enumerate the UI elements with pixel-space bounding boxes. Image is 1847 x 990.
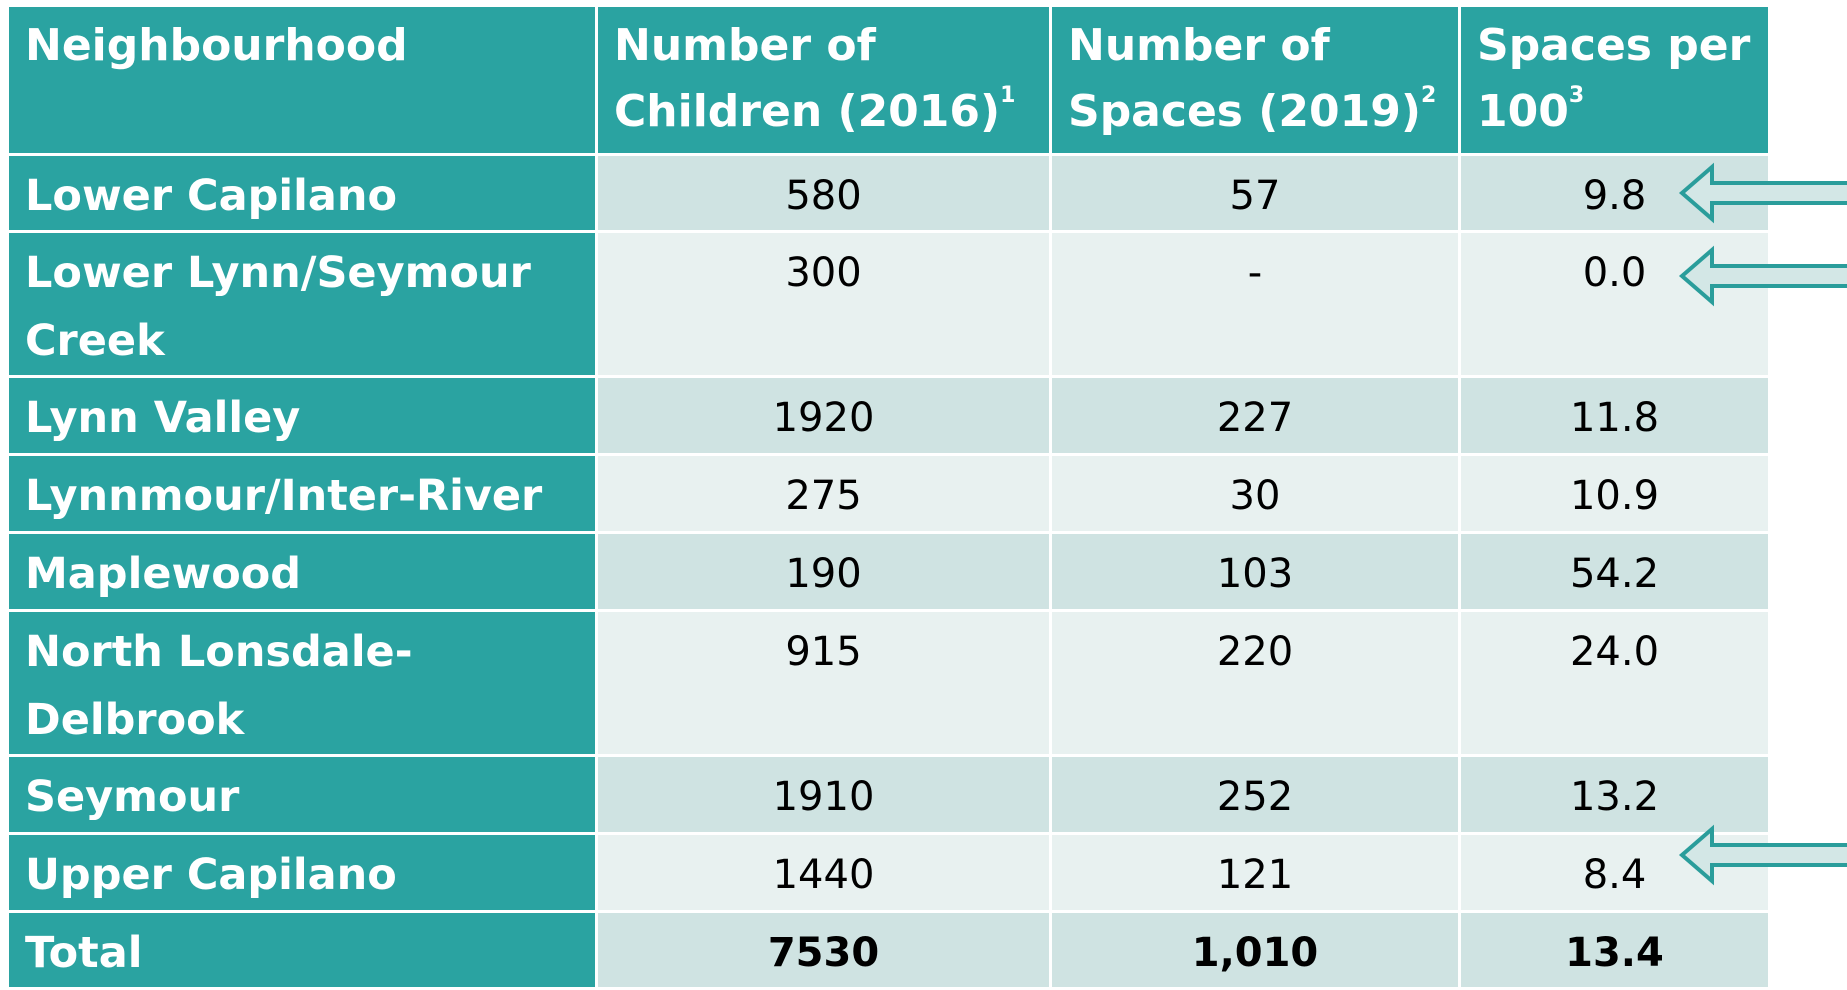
row-label: Maplewood <box>9 534 595 609</box>
header-text: Spaces per 100 <box>1477 20 1751 137</box>
row-label: Lynn Valley <box>9 378 595 453</box>
table-row: Lynnmour/Inter-River 275 30 10.9 <box>9 456 1768 531</box>
cell: - <box>1052 233 1458 375</box>
row-label: Upper Capilano <box>9 835 595 910</box>
arrow <box>1678 162 1847 224</box>
table-row: Lower Lynn/Seymour Creek 300-0.0 <box>9 233 1768 375</box>
cell: 54.2 <box>1461 534 1768 609</box>
footnote-mark: 3 <box>1568 83 1585 108</box>
cell: 252 <box>1052 757 1458 832</box>
cell: 190 <box>598 534 1049 609</box>
cell: 30 <box>1052 456 1458 531</box>
header-cell: Number of Children (2016)1 <box>598 7 1049 153</box>
data-table: Neighbourhood Number of Children (2016)1 N… <box>6 4 1771 990</box>
table-row: Lynn Valley 1920 227 11.8 <box>9 378 1768 453</box>
cell: 275 <box>598 456 1049 531</box>
row-label: Lower Lynn/Seymour Creek <box>9 233 595 375</box>
header-row: Neighbourhood Number of Children (2016)1 N… <box>9 7 1768 153</box>
cell: 11.8 <box>1461 378 1768 453</box>
table-row: Maplewood 190 103 54.2 <box>9 534 1768 609</box>
header-cell: Neighbourhood <box>9 7 595 153</box>
header-text: Number of Children (2016) <box>614 20 1001 137</box>
row-label: North Lonsdale-Delbrook <box>9 612 595 754</box>
page: Neighbourhood Number of Children (2016)1 N… <box>9 7 1847 987</box>
cell: 57 <box>1052 156 1458 230</box>
arrow <box>1678 824 1847 886</box>
row-label: Seymour <box>9 757 595 832</box>
table-row: Total 7530 1,010 13.4 <box>9 913 1768 987</box>
cell: 1910 <box>598 757 1049 832</box>
cell: 24.0 <box>1461 612 1768 754</box>
cell: 13.2 <box>1461 757 1768 832</box>
cell: 121 <box>1052 835 1458 910</box>
table-row: Lower Capilano 580 57 9.8 <box>9 156 1768 230</box>
cell: 10.9 <box>1461 456 1768 531</box>
row-label: Lower Capilano <box>9 156 595 230</box>
table-body: Lower Capilano 580 57 9.8 Lower Lynn/Seymour… <box>9 156 1768 987</box>
cell: 300 <box>598 233 1049 375</box>
table-row: Upper Capilano 1440 121 8.4 <box>9 835 1768 910</box>
table-row: Seymour 1910 252 13.2 <box>9 757 1768 832</box>
cell: 580 <box>598 156 1049 230</box>
header-text: Number of Spaces (2019) <box>1068 20 1421 137</box>
table-row: North Lonsdale-Delbrook 915 220 24.0 <box>9 612 1768 754</box>
header-cell: Number of Spaces (2019)2 <box>1052 7 1458 153</box>
arrows <box>1678 162 1847 886</box>
footnote-mark: 1 <box>1000 83 1016 108</box>
cell: 1440 <box>598 835 1049 910</box>
header-cell: Spaces per 1003 <box>1461 7 1768 153</box>
row-label: Lynnmour/Inter-River <box>9 456 595 531</box>
footnote-mark: 2 <box>1421 83 1437 108</box>
cell: 1920 <box>598 378 1049 453</box>
header-text: Neighbourhood <box>25 20 408 71</box>
cell: 220 <box>1052 612 1458 754</box>
cell: 0.0 <box>1461 233 1768 375</box>
cell: 8.4 <box>1461 835 1768 910</box>
cell: 915 <box>598 612 1049 754</box>
cell: 227 <box>1052 378 1458 453</box>
arrow <box>1678 245 1847 307</box>
cell: 103 <box>1052 534 1458 609</box>
